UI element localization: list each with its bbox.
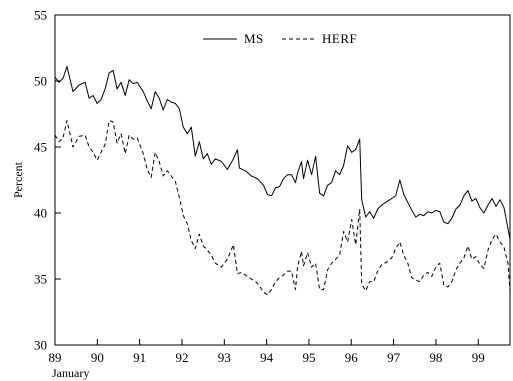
- x-tick-label-91: 91: [133, 350, 146, 365]
- x-tick-label-93: 93: [218, 350, 231, 365]
- y-tick-label-30: 30: [34, 338, 47, 353]
- x-tick-label-99: 99: [472, 350, 485, 365]
- legend: MS HERF: [203, 31, 357, 46]
- axis-ticks: 30 35 40 45 50 55 89 90 91 92 93 94 95 96 97 98 99: [34, 8, 485, 366]
- series-line-ms: [54, 66, 511, 240]
- legend-label-ms: MS: [244, 31, 264, 46]
- y-tick-label-45: 45: [34, 140, 47, 155]
- y-axis-title: Percent: [11, 161, 25, 198]
- x-tick-label-94: 94: [260, 350, 274, 365]
- y-tick-label-55: 55: [34, 8, 47, 23]
- plot-frame: [54, 14, 511, 346]
- x-tick-label-92: 92: [175, 350, 188, 365]
- y-tick-label-35: 35: [34, 272, 47, 287]
- x-tick-label-96: 96: [345, 350, 359, 365]
- x-tick-label-97: 97: [387, 350, 401, 365]
- x-axis-title: January: [52, 366, 89, 380]
- legend-label-herf: HERF: [322, 31, 357, 46]
- y-tick-label-50: 50: [34, 74, 47, 89]
- x-tick-label-98: 98: [429, 350, 442, 365]
- x-tick-label-95: 95: [302, 350, 315, 365]
- x-tick-label-89: 89: [49, 350, 62, 365]
- series-line-herf: [54, 120, 511, 296]
- x-tick-label-90: 90: [91, 350, 104, 365]
- y-tick-label-40: 40: [34, 206, 47, 221]
- series-layer: [54, 66, 511, 296]
